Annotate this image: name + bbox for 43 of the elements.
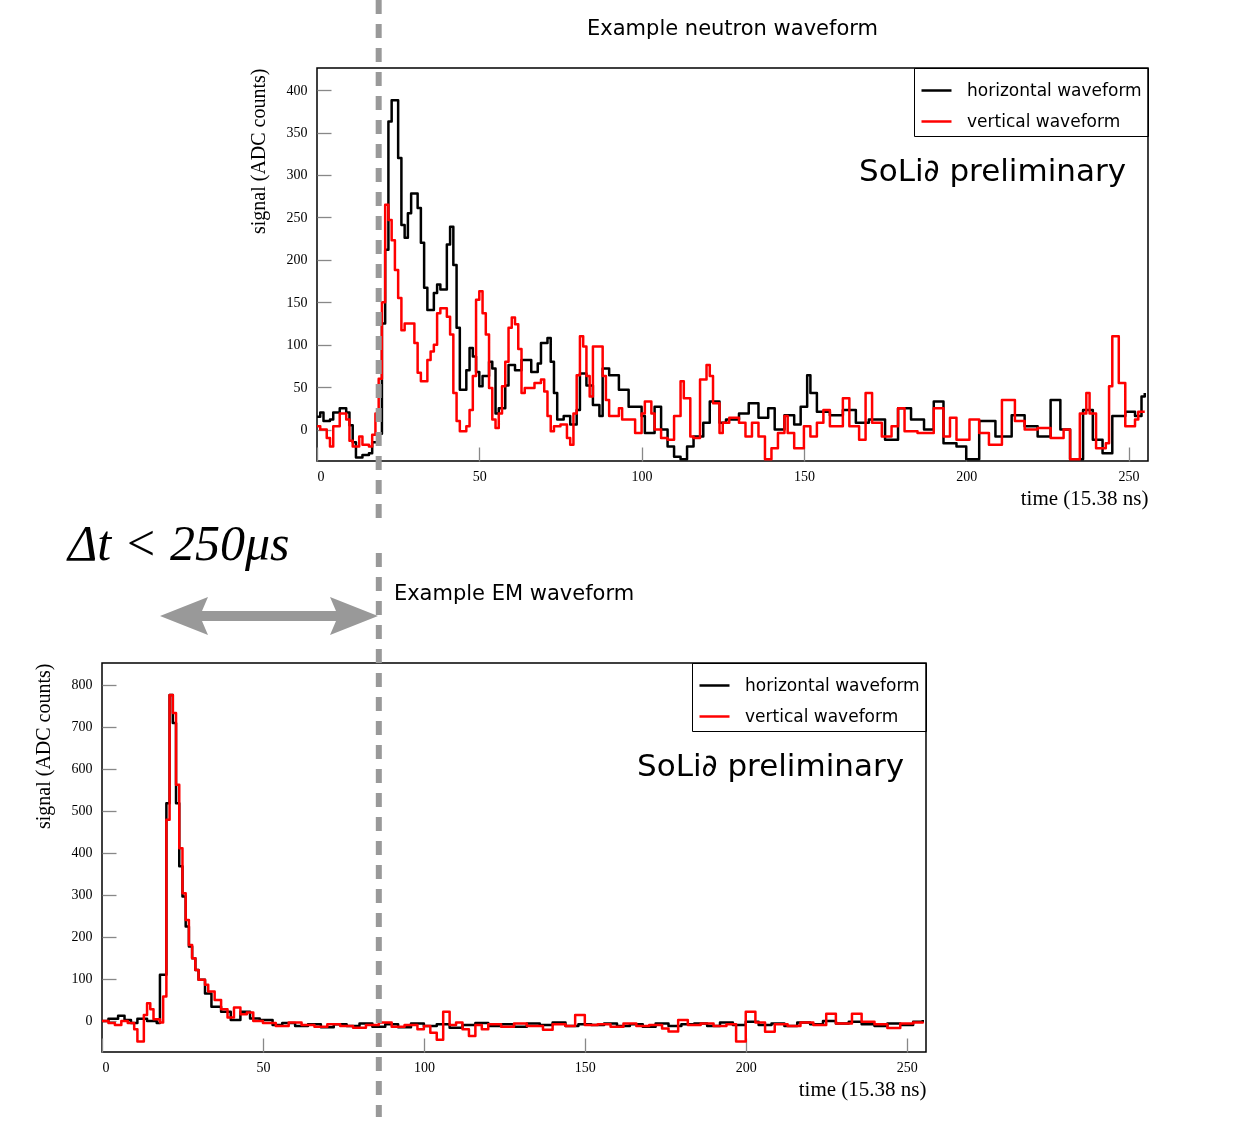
y-tick-label: 350 bbox=[286, 125, 308, 141]
x-axis-title: time (15.38 ns) bbox=[1020, 485, 1149, 510]
x-tick-label: 100 bbox=[413, 1059, 435, 1075]
y-tick-label: 0 bbox=[300, 422, 308, 438]
x-axis-title: time (15.38 ns) bbox=[798, 1076, 927, 1101]
x-tick-label: 100 bbox=[631, 468, 653, 484]
y-tick-label: 0 bbox=[85, 1013, 93, 1029]
x-tick-label: 0 bbox=[317, 468, 325, 484]
x-tick-label: 250 bbox=[896, 1059, 918, 1075]
y-tick-label: 200 bbox=[286, 252, 308, 268]
x-tick-label: 50 bbox=[472, 468, 487, 484]
chart-title: Example EM waveform bbox=[393, 581, 635, 605]
x-tick-label: 200 bbox=[956, 468, 978, 484]
y-tick-label: 250 bbox=[286, 209, 308, 225]
y-tick-label: 500 bbox=[71, 803, 93, 819]
y-tick-label: 200 bbox=[71, 929, 93, 945]
x-tick-label: 200 bbox=[735, 1059, 757, 1075]
legend-label: horizontal waveform bbox=[745, 674, 920, 695]
x-tick-label: 150 bbox=[574, 1059, 596, 1075]
y-axis-title: signal (ADC counts) bbox=[31, 663, 55, 830]
y-tick-label: 600 bbox=[71, 761, 93, 777]
y-tick-label: 300 bbox=[71, 887, 93, 903]
legend-label: vertical waveform bbox=[967, 110, 1121, 131]
y-tick-label: 150 bbox=[286, 294, 308, 310]
y-tick-label: 700 bbox=[71, 719, 93, 735]
y-tick-label: 300 bbox=[286, 167, 308, 183]
annotation: SoLi∂ preliminary bbox=[637, 747, 904, 783]
y-tick-label: 400 bbox=[71, 845, 93, 861]
y-tick-label: 100 bbox=[286, 337, 308, 353]
legend-label: horizontal waveform bbox=[967, 79, 1142, 100]
x-tick-label: 250 bbox=[1118, 468, 1140, 484]
y-tick-label: 50 bbox=[293, 379, 308, 395]
y-tick-label: 100 bbox=[71, 971, 93, 987]
annotation: SoLi∂ preliminary bbox=[859, 152, 1126, 188]
y-tick-label: 400 bbox=[286, 82, 308, 98]
y-axis-title: signal (ADC counts) bbox=[246, 68, 270, 235]
x-tick-label: 150 bbox=[793, 468, 815, 484]
x-tick-label: 0 bbox=[102, 1059, 110, 1075]
y-tick-label: 800 bbox=[71, 677, 93, 693]
chart-title: Example neutron waveform bbox=[587, 16, 878, 40]
text: Δt < 250μs bbox=[66, 515, 290, 571]
legend-label: vertical waveform bbox=[745, 705, 899, 726]
x-tick-label: 50 bbox=[256, 1059, 271, 1075]
